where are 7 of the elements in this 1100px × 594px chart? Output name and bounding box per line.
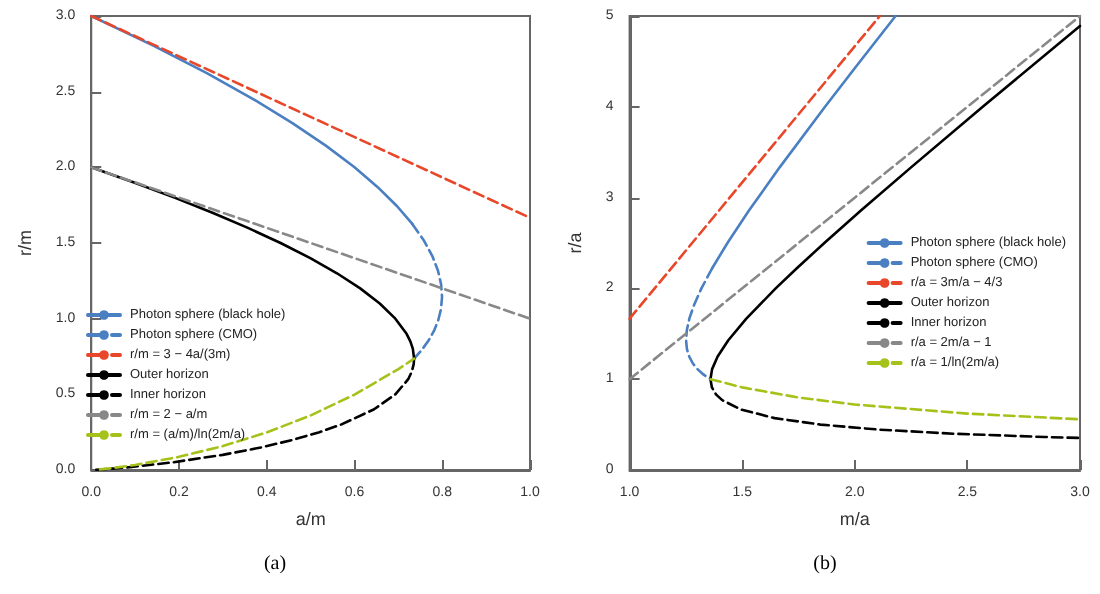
x-axis-title: a/m	[295, 508, 326, 529]
y-axis-title: r/a	[565, 232, 585, 254]
x-axis-title: m/a	[839, 508, 870, 529]
y-axis-title: r/m	[15, 230, 35, 256]
text: (a)	[263, 553, 287, 575]
line-series	[709, 377, 1082, 421]
text: (b)	[813, 553, 837, 575]
